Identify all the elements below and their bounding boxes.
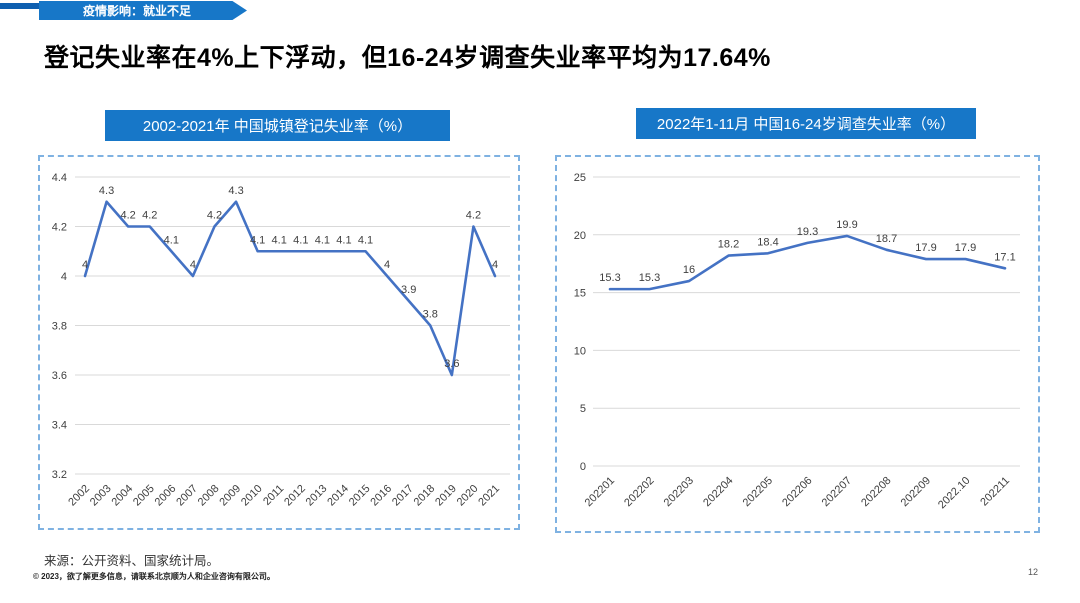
svg-text:17.1: 17.1 bbox=[994, 251, 1015, 263]
svg-text:2012: 2012 bbox=[282, 483, 308, 509]
svg-text:3.6: 3.6 bbox=[52, 370, 67, 382]
svg-text:202203: 202203 bbox=[662, 475, 696, 509]
svg-text:4.2: 4.2 bbox=[121, 210, 136, 222]
svg-text:2018: 2018 bbox=[412, 483, 438, 509]
svg-text:202211: 202211 bbox=[978, 475, 1012, 509]
svg-text:202208: 202208 bbox=[859, 475, 893, 509]
svg-text:16: 16 bbox=[683, 264, 695, 276]
svg-text:3.2: 3.2 bbox=[52, 469, 67, 481]
svg-text:202209: 202209 bbox=[899, 475, 933, 509]
svg-text:2019: 2019 bbox=[433, 483, 459, 509]
source-note: 来源：公开资料、国家统计局。 bbox=[44, 554, 220, 568]
svg-text:0: 0 bbox=[580, 461, 586, 473]
section-banner: 疫情影响：就业不足 bbox=[39, 1, 247, 20]
svg-text:2017: 2017 bbox=[390, 483, 416, 509]
svg-text:3.6: 3.6 bbox=[444, 358, 459, 370]
svg-text:2007: 2007 bbox=[174, 483, 200, 509]
svg-text:4.3: 4.3 bbox=[228, 185, 243, 197]
svg-text:4.1: 4.1 bbox=[336, 234, 351, 246]
svg-text:4.2: 4.2 bbox=[142, 210, 157, 222]
svg-text:19.3: 19.3 bbox=[797, 226, 818, 238]
svg-text:2021: 2021 bbox=[476, 483, 502, 509]
svg-text:15.3: 15.3 bbox=[599, 272, 620, 284]
page-number: 12 bbox=[1028, 567, 1039, 577]
left-chart-title-label: 2002-2021年 中国城镇登记失业率（%） bbox=[142, 118, 413, 135]
svg-text:25: 25 bbox=[574, 172, 586, 184]
svg-text:4: 4 bbox=[61, 271, 67, 283]
svg-text:2002: 2002 bbox=[66, 483, 92, 509]
copyright-note: © 2023，欲了解更多信息，请联系北京顺为人和企业咨询有限公司。 bbox=[33, 572, 275, 581]
svg-text:19.9: 19.9 bbox=[836, 219, 857, 231]
svg-text:15: 15 bbox=[574, 288, 586, 300]
svg-text:18.2: 18.2 bbox=[718, 239, 739, 251]
right-chart-panel: 0 5 10 15 20 25 202201 202202 202203 202204 202205… bbox=[555, 155, 1040, 533]
right-chart-title: 2022年1-11月 中国16-24岁调查失业率（%） bbox=[636, 108, 976, 139]
left-chart-line-plot: 3.23.43.63.844.24.4200220032004200520062… bbox=[52, 172, 510, 509]
svg-text:202201: 202201 bbox=[583, 475, 617, 509]
svg-text:4.1: 4.1 bbox=[164, 234, 179, 246]
svg-text:3.4: 3.4 bbox=[52, 420, 67, 432]
svg-text:4.2: 4.2 bbox=[207, 210, 222, 222]
svg-text:3.8: 3.8 bbox=[423, 309, 438, 321]
right-chart-line-plot: 0 5 10 15 20 25 202201 202202 202203 202204 202205… bbox=[574, 172, 1020, 512]
svg-text:2022.10: 2022.10 bbox=[936, 475, 973, 512]
svg-text:5: 5 bbox=[580, 403, 586, 415]
svg-text:4.1: 4.1 bbox=[315, 234, 330, 246]
right-chart-title-label: 2022年1-11月 中国16-24岁调查失业率（%） bbox=[656, 116, 956, 133]
svg-text:2003: 2003 bbox=[88, 483, 114, 509]
svg-text:202206: 202206 bbox=[780, 475, 814, 509]
svg-text:10: 10 bbox=[574, 345, 586, 357]
svg-text:4.2: 4.2 bbox=[466, 210, 481, 222]
svg-text:4: 4 bbox=[384, 259, 390, 271]
svg-text:2014: 2014 bbox=[325, 483, 351, 509]
svg-text:3.8: 3.8 bbox=[52, 321, 67, 333]
left-chart-title: 2002-2021年 中国城镇登记失业率（%） bbox=[105, 110, 450, 141]
svg-text:2008: 2008 bbox=[196, 483, 222, 509]
svg-text:18.4: 18.4 bbox=[757, 236, 778, 248]
svg-text:202207: 202207 bbox=[820, 475, 854, 509]
svg-text:2010: 2010 bbox=[239, 483, 265, 509]
svg-text:2016: 2016 bbox=[368, 483, 394, 509]
svg-text:2020: 2020 bbox=[455, 483, 481, 509]
svg-text:4.2: 4.2 bbox=[52, 222, 67, 234]
svg-text:4: 4 bbox=[190, 259, 196, 271]
svg-text:202202: 202202 bbox=[622, 475, 656, 509]
svg-text:2013: 2013 bbox=[304, 483, 330, 509]
left-chart-panel: 3.2 3.4 3.6 3.8 4 4.2 4.4 2002 2003 2004 2005 2006 2… bbox=[38, 155, 520, 530]
svg-text:4.1: 4.1 bbox=[272, 234, 287, 246]
svg-text:15.3: 15.3 bbox=[639, 272, 660, 284]
svg-text:18.7: 18.7 bbox=[876, 233, 897, 245]
svg-text:4.3: 4.3 bbox=[99, 185, 114, 197]
svg-text:2015: 2015 bbox=[347, 483, 373, 509]
svg-text:4.1: 4.1 bbox=[293, 234, 308, 246]
svg-text:20: 20 bbox=[574, 230, 586, 242]
svg-text:2005: 2005 bbox=[131, 483, 157, 509]
svg-text:2011: 2011 bbox=[261, 483, 286, 508]
svg-text:3.9: 3.9 bbox=[401, 284, 416, 296]
svg-text:2006: 2006 bbox=[153, 483, 179, 509]
svg-text:2009: 2009 bbox=[217, 483, 243, 509]
svg-text:4.1: 4.1 bbox=[358, 234, 373, 246]
banner-strip bbox=[0, 3, 39, 9]
svg-text:17.9: 17.9 bbox=[955, 242, 976, 254]
svg-text:17.9: 17.9 bbox=[915, 242, 936, 254]
svg-text:2004: 2004 bbox=[109, 483, 135, 509]
svg-text:4.1: 4.1 bbox=[250, 234, 265, 246]
svg-text:202204: 202204 bbox=[701, 475, 735, 509]
svg-text:4: 4 bbox=[492, 259, 498, 271]
page-title: 登记失业率在4%上下浮动，但16-24岁调查失业率平均为17.64% bbox=[44, 44, 771, 72]
svg-text:4: 4 bbox=[82, 259, 88, 271]
section-banner-label: 疫情影响：就业不足 bbox=[82, 4, 191, 18]
svg-text:202205: 202205 bbox=[741, 475, 775, 509]
svg-text:4.4: 4.4 bbox=[52, 172, 67, 184]
